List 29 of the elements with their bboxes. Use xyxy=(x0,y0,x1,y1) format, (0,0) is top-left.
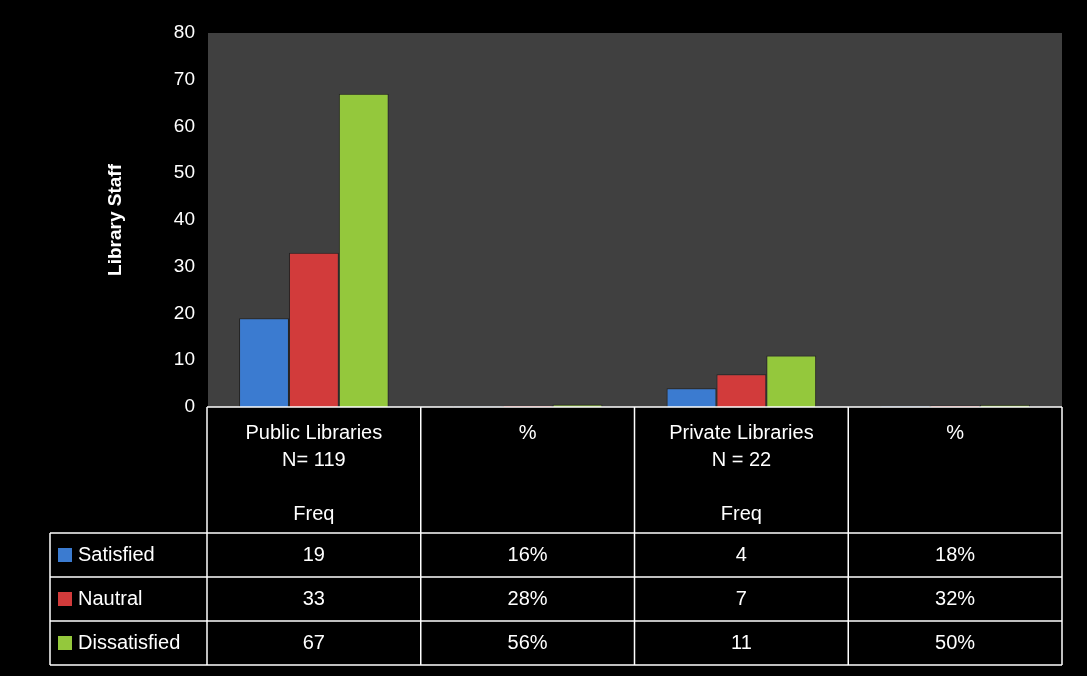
data-label: 32% xyxy=(935,586,976,609)
legend-label: Dissatisfied xyxy=(78,630,181,653)
data-label: 11 xyxy=(730,630,752,653)
legend-label: Nautral xyxy=(78,586,143,609)
x-tick-label: % xyxy=(518,420,537,443)
data-label: 7 xyxy=(735,586,747,609)
y-tick-label: 20 xyxy=(173,301,195,323)
y-tick-label: 40 xyxy=(173,208,195,230)
data-label: 18% xyxy=(935,542,976,565)
y-tick-label: 60 xyxy=(173,114,195,136)
data-label: 33 xyxy=(302,586,325,609)
x-tick-label: % xyxy=(946,420,965,443)
data-label: 16% xyxy=(507,542,548,565)
data-label: 28% xyxy=(507,586,548,609)
data-label: 56% xyxy=(507,630,548,653)
data-label: 19 xyxy=(302,542,325,565)
data-label: 67 xyxy=(302,630,325,653)
y-tick-label: 10 xyxy=(173,348,195,370)
data-label: 4 xyxy=(735,542,747,565)
category-label: Private Libraries N = 22 Freq xyxy=(669,420,814,524)
category-label: Public Libraries N= 119 Freq xyxy=(245,420,383,524)
y-tick-label: 70 xyxy=(173,67,195,89)
y-axis-title: Library Staff xyxy=(103,163,125,276)
legend-label: Satisfied xyxy=(78,542,155,565)
data-label: 50% xyxy=(935,630,976,653)
y-tick-label: 80 xyxy=(173,21,195,43)
y-tick-label: 0 xyxy=(184,395,195,417)
y-tick-label: 50 xyxy=(173,161,195,183)
y-tick-label: 30 xyxy=(173,254,195,276)
